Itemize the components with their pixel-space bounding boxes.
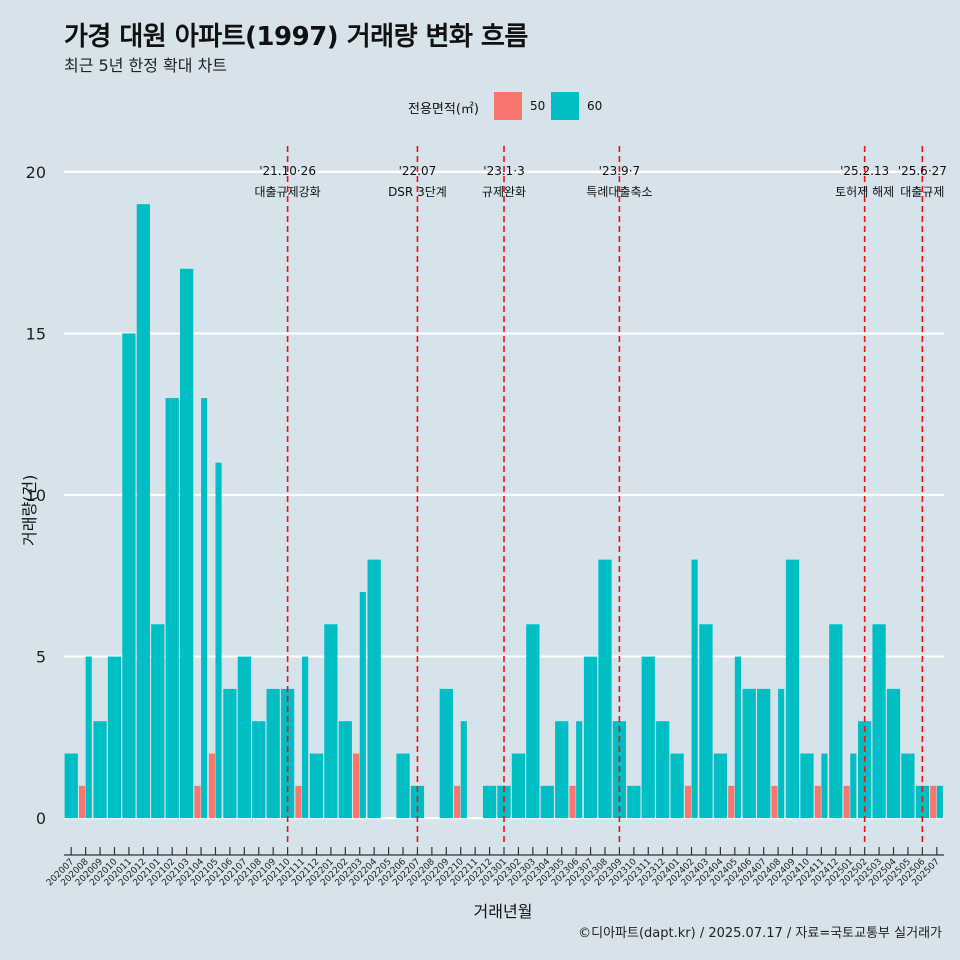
bar-60-202202	[338, 721, 352, 819]
bar-60-202402	[691, 559, 698, 819]
bar-60-202312	[656, 721, 670, 819]
event-label-202110: 대출규제강화	[254, 185, 320, 199]
legend-swatch-50	[494, 92, 522, 120]
bar-60-202007	[64, 753, 78, 819]
legend-label-50: 50	[530, 99, 546, 113]
bar-50-202405	[728, 785, 735, 819]
y-tick-label-0: 0	[36, 809, 46, 828]
bar-60-202203	[359, 591, 366, 819]
event-date-202207: '22.07	[399, 164, 437, 178]
bar-50-202411	[814, 785, 821, 819]
bar-60-202501	[850, 753, 857, 819]
bar-60-202201	[324, 624, 338, 819]
bar-60-202503	[872, 624, 886, 819]
event-date-202301: '23.1·3	[483, 164, 524, 178]
legend-swatch-60	[551, 92, 579, 120]
bar-50-202105	[208, 753, 215, 819]
bar-60-202507	[936, 785, 943, 819]
bar-60-202107	[237, 656, 251, 819]
bar-60-202210	[460, 721, 467, 819]
event-label-202301: 규제완화	[482, 185, 526, 199]
bar-60-202209	[439, 688, 453, 819]
axes: 0510152020200720200820200920201020201120…	[26, 163, 944, 888]
bar-60-202407	[757, 688, 771, 819]
y-tick-label-20: 20	[26, 163, 46, 182]
legend-label-60: 60	[587, 99, 603, 113]
bar-50-202501	[843, 785, 850, 819]
bar-60-202011	[122, 333, 136, 819]
y-tick-label-5: 5	[36, 648, 46, 667]
bar-50-202210	[454, 785, 461, 819]
bar-60-202405	[734, 656, 741, 819]
bar-60-202411	[821, 753, 828, 819]
y-tick-label-10: 10	[26, 486, 46, 505]
bar-60-202304	[540, 785, 554, 819]
event-date-202502: '25.2.13	[840, 164, 889, 178]
event-date-202110: '21.10·26	[259, 164, 316, 178]
legend-title: 전용면적(㎡)	[408, 102, 479, 117]
event-label-202502: 토허제 해제	[835, 185, 894, 199]
bar-60-202302	[511, 753, 526, 819]
bar-50-202111	[295, 785, 302, 819]
bar-60-202505	[901, 753, 915, 819]
bar-60-202008	[85, 656, 92, 819]
bars	[64, 204, 943, 819]
bar-60-202412	[829, 624, 843, 819]
bar-60-202009	[93, 721, 107, 819]
bar-50-202402	[684, 785, 692, 819]
bar-60-202409	[785, 559, 800, 819]
bar-60-202504	[886, 688, 901, 819]
bar-60-202401	[670, 753, 684, 819]
bar-60-202410	[800, 753, 814, 819]
bar-60-202310	[627, 785, 641, 819]
source-caption: ©디아파트(dapt.kr) / 2025.07.17 / 자료=국토교통부 실…	[578, 926, 942, 941]
bar-60-202108	[252, 721, 266, 819]
event-date-202309: '23.9·7	[599, 164, 640, 178]
event-label-202207: DSR 3단계	[388, 185, 447, 199]
bar-60-202010	[107, 656, 122, 819]
bar-60-202403	[699, 624, 713, 819]
bar-60-202204	[367, 559, 381, 819]
chart-subtitle: 최근 5년 한정 확대 차트	[64, 56, 228, 75]
bar-60-202303	[526, 624, 540, 819]
bar-60-202109	[266, 688, 280, 819]
bar-60-202102	[165, 398, 179, 819]
bar-60-202404	[713, 753, 728, 819]
bar-60-202406	[742, 688, 756, 819]
legend: 전용면적(㎡) 50 60	[0, 92, 960, 122]
bar-60-202111	[302, 656, 309, 819]
bar-60-202012	[136, 204, 150, 819]
y-tick-label-15: 15	[26, 324, 46, 343]
bar-50-202507	[930, 785, 937, 819]
bar-60-202112	[309, 753, 324, 819]
event-label-202506: 대출규제	[900, 185, 944, 199]
event-date-202506: '25.6·27	[898, 164, 947, 178]
bar-50-202203	[353, 753, 360, 819]
bar-60-202105	[215, 462, 222, 819]
chart-title: 가경 대원 아파트(1997) 거래량 변화 흐름	[64, 22, 528, 52]
x-axis-label: 거래년월	[473, 902, 533, 921]
bar-60-202311	[641, 656, 655, 819]
bar-60-202306	[576, 721, 583, 819]
bar-50-202104	[194, 785, 201, 819]
bar-60-202307	[583, 656, 598, 819]
bar-60-202104	[201, 398, 208, 819]
bar-60-202206	[396, 753, 410, 819]
bar-50-202306	[569, 785, 576, 819]
event-label-202309: 특례대출축소	[586, 185, 652, 199]
bar-60-202212	[482, 785, 497, 819]
bar-50-202008	[79, 785, 86, 819]
bar-60-202308	[598, 559, 612, 819]
bar-60-202305	[555, 721, 569, 819]
bar-50-202408	[771, 785, 778, 819]
bar-60-202110	[280, 688, 295, 819]
bar-60-202101	[151, 624, 165, 819]
bar-60-202103	[179, 268, 194, 819]
event-markers: '21.10·26 대출규제강화 '22.07 DSR 3단계 '23.1·3 규제완화 '…	[254, 146, 947, 844]
bar-60-202106	[223, 688, 237, 819]
y-axis-label: 거래량(건)	[20, 474, 39, 546]
bar-60-202408	[778, 688, 785, 819]
